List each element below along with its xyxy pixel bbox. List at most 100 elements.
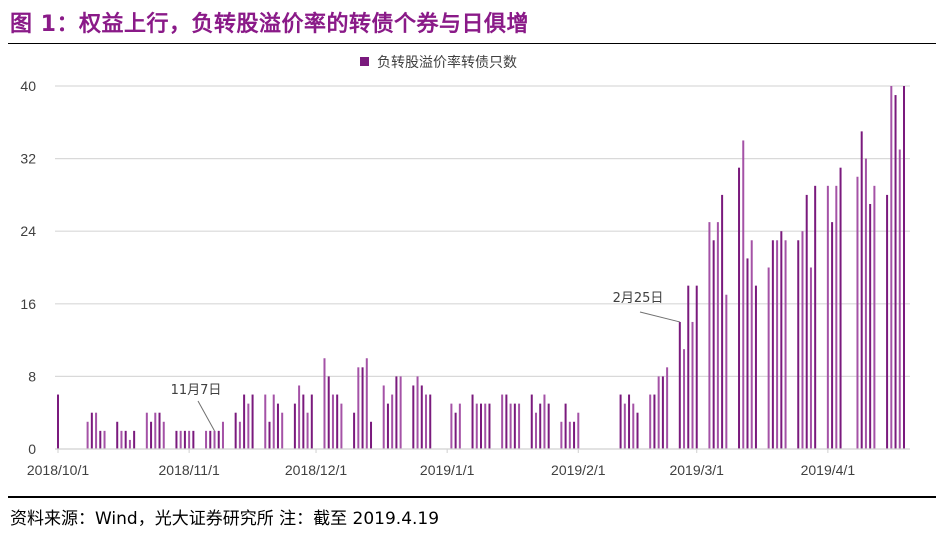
bar	[666, 367, 669, 449]
bar	[323, 358, 326, 449]
bar	[835, 185, 838, 449]
bar	[57, 394, 59, 449]
bar	[661, 376, 664, 449]
bar	[95, 412, 98, 449]
bar	[560, 421, 563, 449]
bar	[399, 376, 402, 449]
bar	[767, 267, 770, 449]
source-divider	[8, 496, 936, 498]
bar	[306, 412, 309, 449]
bar	[209, 430, 212, 449]
bar	[750, 240, 753, 449]
bar	[809, 267, 812, 449]
x-tick-label: 2018/12/1	[285, 462, 347, 478]
bar	[454, 412, 457, 449]
bar	[856, 176, 859, 449]
bar	[331, 394, 334, 449]
bar	[251, 394, 254, 449]
x-tick-label: 2019/4/1	[801, 462, 856, 478]
x-tick-label: 2019/3/1	[669, 462, 724, 478]
bar	[116, 421, 119, 449]
bar	[501, 394, 504, 449]
bar	[708, 222, 711, 449]
bar	[746, 258, 749, 449]
bar	[179, 430, 182, 449]
bar	[217, 430, 220, 449]
bar	[695, 285, 698, 449]
x-tick-label: 2018/10/1	[27, 462, 89, 478]
bar	[771, 240, 774, 449]
bar	[742, 140, 745, 449]
bar	[382, 385, 385, 449]
bar	[238, 421, 241, 449]
bar	[683, 349, 686, 449]
annotation-label: 11月7日	[171, 383, 222, 398]
x-tick-label: 2019/1/1	[420, 462, 475, 478]
annotation-leader	[639, 311, 680, 323]
bar	[103, 430, 106, 449]
bar	[534, 412, 537, 449]
bar	[302, 394, 305, 449]
bar	[653, 394, 656, 449]
bar	[509, 403, 512, 449]
bar	[293, 403, 296, 449]
bar	[831, 222, 834, 449]
bar	[505, 394, 508, 449]
bar	[860, 131, 863, 449]
bar	[268, 421, 271, 449]
bar	[776, 240, 779, 449]
bar	[247, 403, 250, 449]
bar	[539, 403, 542, 449]
annotation-label: 2月25日	[613, 291, 664, 306]
bar	[120, 430, 123, 449]
bar	[864, 158, 867, 449]
y-tick-label: 8	[28, 368, 36, 384]
bar	[264, 394, 267, 449]
annotations: 11月7日 2月25日	[171, 291, 680, 432]
bar	[221, 421, 224, 449]
bar	[814, 185, 817, 449]
bar	[412, 385, 415, 449]
bar	[484, 403, 487, 449]
bar	[657, 376, 660, 449]
bar	[725, 294, 728, 449]
bar	[327, 376, 330, 449]
bar	[458, 403, 461, 449]
bar	[530, 394, 533, 449]
bar	[712, 240, 715, 449]
y-tick-label: 24	[20, 223, 36, 239]
bar	[826, 185, 829, 449]
bar	[518, 403, 521, 449]
bar	[721, 194, 724, 449]
bar	[649, 394, 652, 449]
bar	[475, 403, 478, 449]
bar	[243, 394, 246, 449]
bar	[471, 394, 474, 449]
bars	[57, 86, 905, 450]
bar	[628, 394, 631, 449]
bar	[361, 367, 364, 449]
bar	[90, 412, 93, 449]
bar	[272, 394, 275, 449]
title-divider	[8, 43, 936, 44]
x-axis: 2018/10/1 2018/11/1 2018/12/1 2019/1/1 2019/…	[27, 448, 910, 478]
annotation-leader	[197, 400, 215, 432]
legend-swatch	[360, 57, 369, 66]
bar	[158, 412, 161, 449]
bar	[573, 421, 576, 449]
bar	[543, 394, 546, 449]
bar	[357, 367, 360, 449]
bar	[150, 421, 153, 449]
bar	[801, 231, 804, 449]
bar	[99, 430, 102, 449]
bar	[386, 403, 389, 449]
bar	[205, 430, 208, 449]
legend: 负转股溢价率转债只数	[360, 54, 517, 71]
bar	[175, 430, 178, 449]
bar	[192, 430, 195, 449]
figure-title: 图 1：权益上行，负转股溢价率的转债个券与日俱增	[10, 12, 529, 37]
bar	[577, 412, 580, 449]
bar	[738, 167, 741, 450]
bar	[86, 421, 89, 449]
